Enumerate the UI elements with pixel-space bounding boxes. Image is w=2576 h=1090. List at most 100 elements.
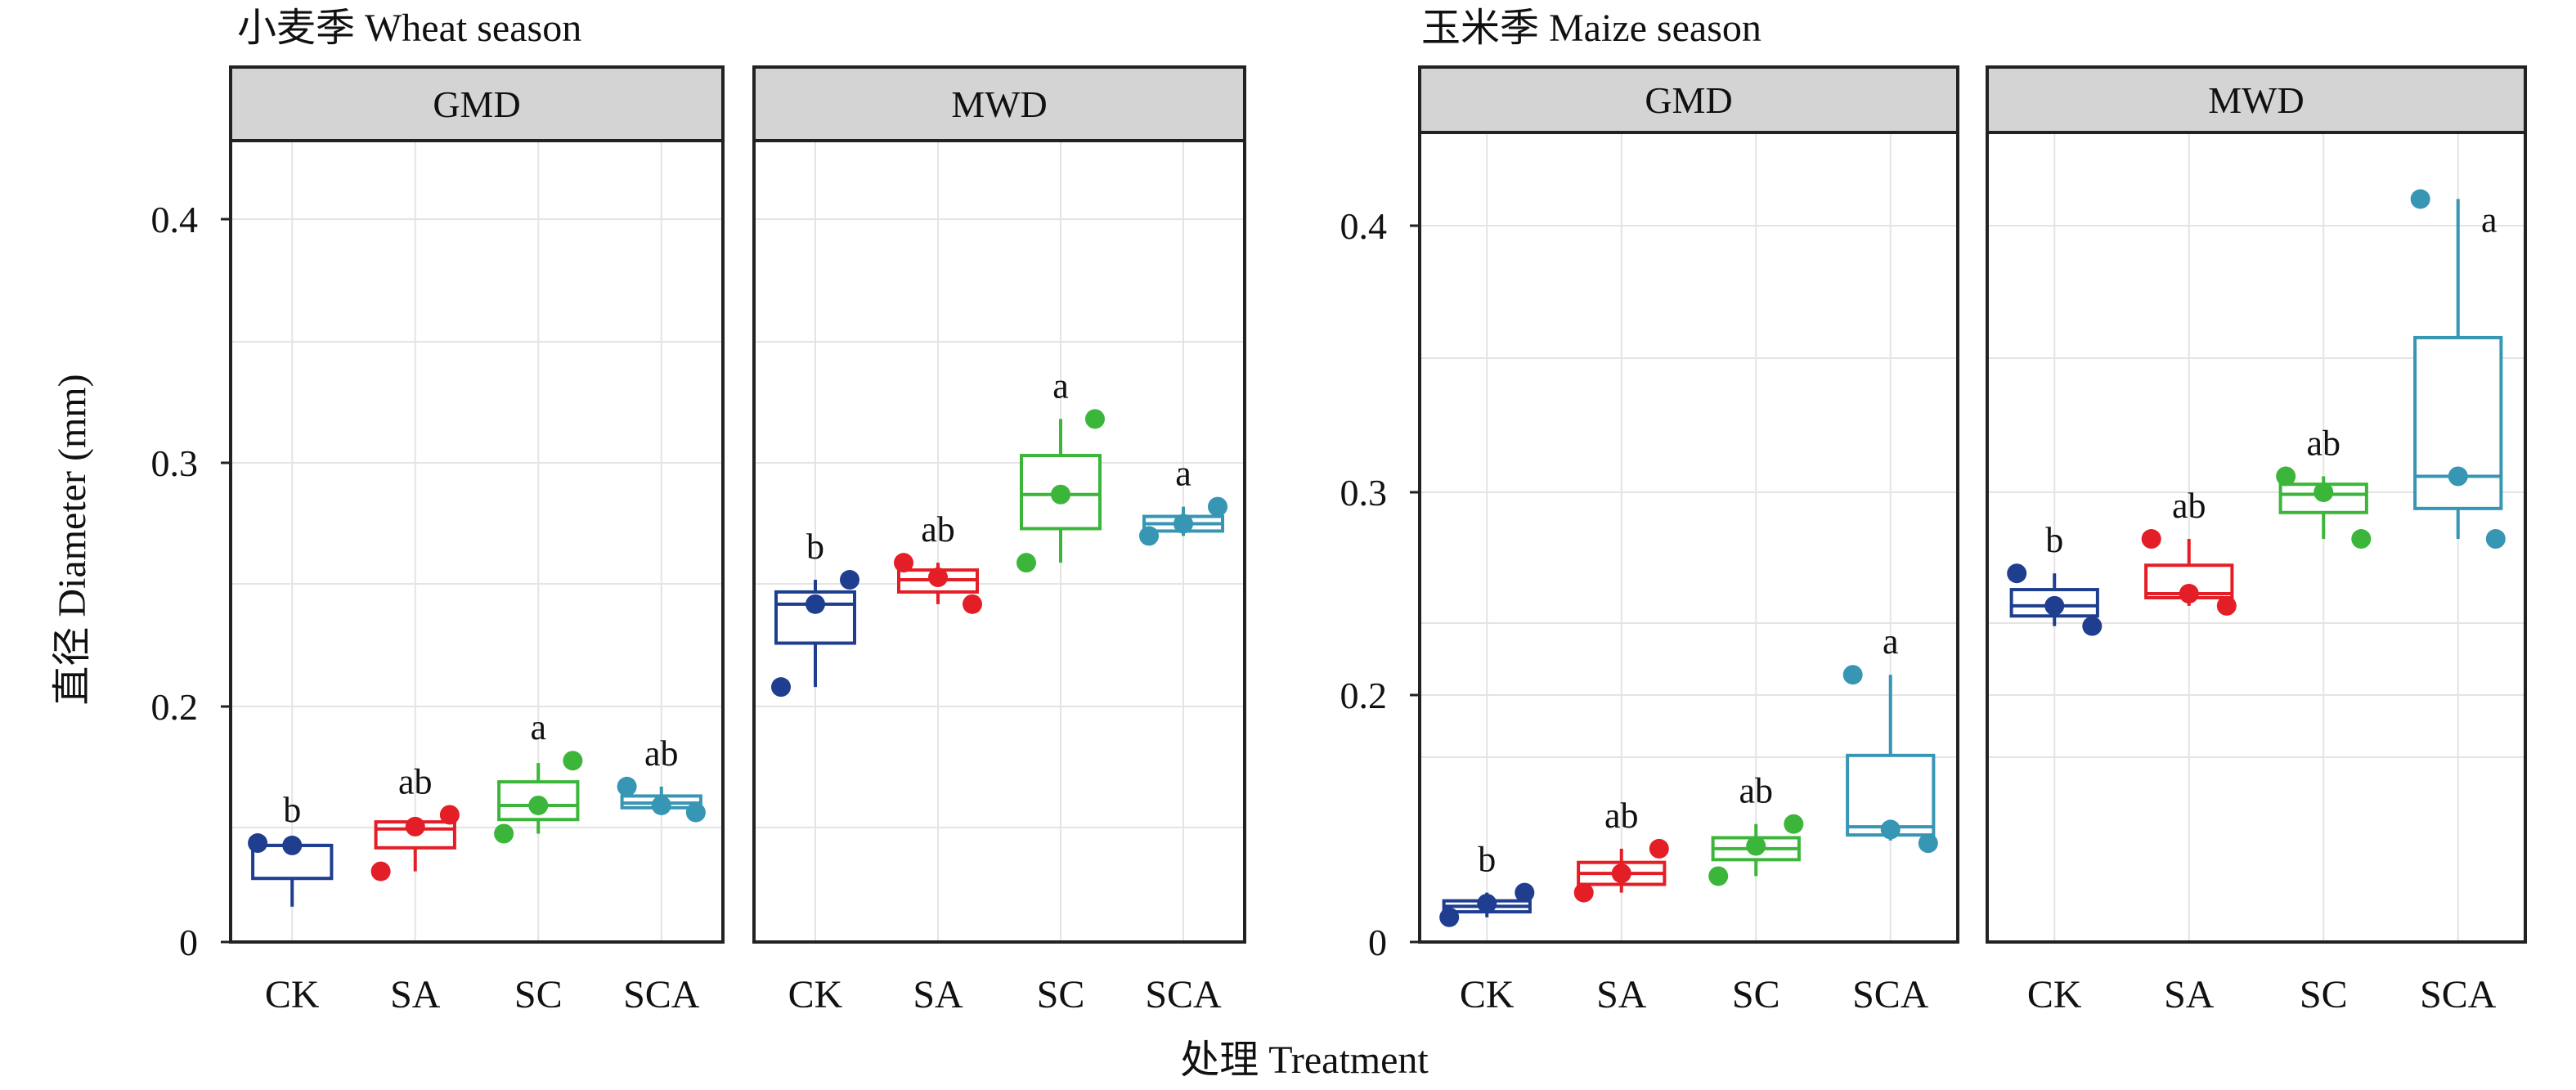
significance-letter: ab xyxy=(398,761,433,801)
y-tick-label: 0.2 xyxy=(151,686,199,728)
y-tick-label: 0.4 xyxy=(151,199,199,240)
box-ck: b xyxy=(2007,520,2103,636)
facet-label: MWD xyxy=(2208,79,2304,121)
x-tick-label: SCA xyxy=(2420,973,2497,1016)
data-point xyxy=(370,861,391,881)
box-sa: ab xyxy=(1573,796,1669,903)
data-point xyxy=(1174,514,1193,534)
data-point xyxy=(1139,526,1159,546)
data-point xyxy=(2141,529,2161,549)
data-point xyxy=(1746,836,1766,856)
data-point xyxy=(528,795,549,815)
significance-letter: a xyxy=(2481,200,2497,240)
x-tick-label: SCA xyxy=(1145,973,1222,1016)
data-point xyxy=(282,835,303,855)
data-point xyxy=(928,567,948,588)
data-point xyxy=(806,594,825,614)
significance-letter: b xyxy=(1478,840,1496,880)
box-sca: a xyxy=(2410,189,2506,549)
x-tick-label: SA xyxy=(1596,973,1647,1016)
box-sa: ab xyxy=(2141,486,2237,616)
facet-strip xyxy=(1418,65,1959,134)
box-sa: ab xyxy=(894,509,982,614)
significance-letter: b xyxy=(2045,520,2063,560)
data-point xyxy=(651,795,671,815)
data-point xyxy=(248,833,268,854)
data-point xyxy=(2313,482,2334,502)
data-point xyxy=(2276,466,2296,487)
facet-panel: GMD b ab ab a CK SA SC SCA xyxy=(1418,65,1959,1016)
x-tick-label: SC xyxy=(514,973,563,1016)
y-tick-label: 0 xyxy=(1368,922,1387,963)
box-ck: b xyxy=(1439,840,1535,927)
box-sa: ab xyxy=(370,761,460,881)
y-tick-label: 0 xyxy=(179,922,198,963)
data-point xyxy=(963,594,982,614)
facet-label: GMD xyxy=(1645,79,1732,121)
data-point xyxy=(1708,866,1729,886)
data-point xyxy=(1208,496,1227,517)
significance-letter: b xyxy=(283,790,301,830)
box-sca: ab xyxy=(617,733,706,823)
box-sc: a xyxy=(494,707,583,844)
significance-letter: ab xyxy=(1604,796,1639,836)
data-point xyxy=(1085,409,1105,429)
significance-letter: ab xyxy=(644,733,679,774)
data-point xyxy=(1649,838,1669,859)
box-sc: a xyxy=(1016,366,1105,573)
data-point xyxy=(563,751,583,771)
season-title: 小麦季 Wheat season xyxy=(237,7,581,50)
x-tick-label: SA xyxy=(390,973,441,1016)
facet-panel: GMD b ab a ab CK SA SC SCA xyxy=(229,65,725,1016)
data-point xyxy=(1573,882,1594,903)
box-ck: b xyxy=(248,790,334,907)
data-point xyxy=(2007,563,2027,584)
significance-letter: a xyxy=(1175,454,1192,494)
data-point xyxy=(1611,863,1631,884)
y-tick-label: 0.4 xyxy=(1340,205,1388,247)
x-tick-label: CK xyxy=(788,973,843,1016)
box-sc: ab xyxy=(1708,771,1804,886)
data-point xyxy=(1515,882,1535,903)
data-point xyxy=(685,802,706,823)
panel-border xyxy=(229,65,725,944)
x-tick-label: SCA xyxy=(623,973,700,1016)
panel-border xyxy=(1418,65,1959,944)
box-ck: b xyxy=(771,527,859,698)
data-point xyxy=(1016,553,1036,573)
data-point xyxy=(2351,529,2372,549)
x-tick-label: SC xyxy=(2300,973,2348,1016)
facet-panel: MWD b ab ab a CK SA SC SCA xyxy=(1986,65,2527,1016)
data-point xyxy=(2410,189,2430,209)
x-tick-label: CK xyxy=(2027,973,2082,1016)
data-point xyxy=(1051,484,1070,505)
x-tick-label: SA xyxy=(913,973,963,1016)
y-tick-label: 0.2 xyxy=(1340,675,1388,716)
box-sca: a xyxy=(1842,621,1938,854)
data-point xyxy=(1918,833,1938,854)
data-point xyxy=(2082,616,2103,636)
significance-letter: ab xyxy=(2306,423,2340,463)
x-tick-label: SC xyxy=(1037,973,1085,1016)
data-point xyxy=(2448,466,2468,487)
panel-border xyxy=(1986,65,2527,944)
data-point xyxy=(894,553,913,573)
significance-letter: ab xyxy=(921,509,955,549)
y-tick-label: 0.3 xyxy=(1340,472,1388,514)
x-tick-label: SCA xyxy=(1852,973,1929,1016)
data-point xyxy=(1439,907,1460,927)
data-point xyxy=(1477,894,1497,914)
data-point xyxy=(2485,529,2506,549)
x-tick-label: SA xyxy=(2164,973,2215,1016)
box-sc: ab xyxy=(2276,423,2372,549)
box-sca: a xyxy=(1139,454,1227,546)
x-axis-title: 处理 Treatment xyxy=(1180,1038,1429,1082)
data-point xyxy=(2216,595,2237,616)
significance-letter: b xyxy=(806,527,824,567)
x-tick-label: SC xyxy=(1732,973,1780,1016)
facet-label: GMD xyxy=(433,83,520,125)
significance-letter: ab xyxy=(1739,771,1773,811)
